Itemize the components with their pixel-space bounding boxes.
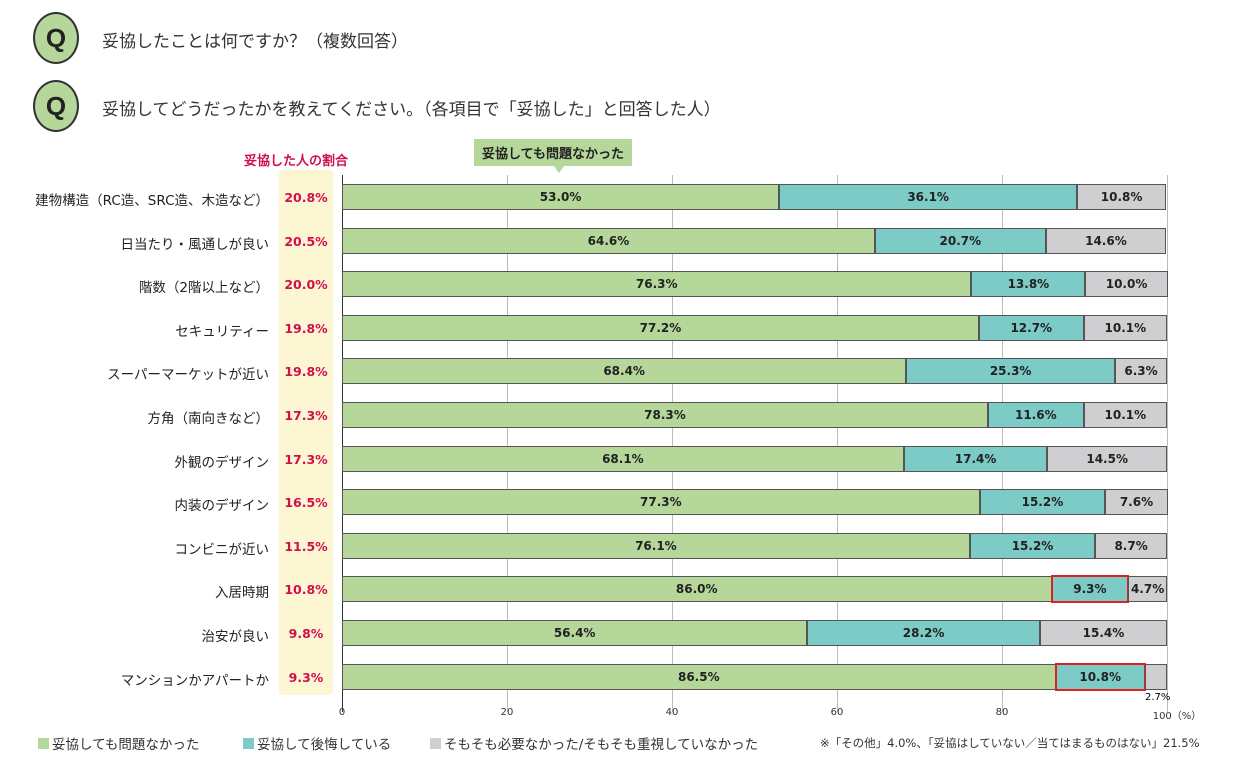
x-tick-label: 20 <box>500 707 514 718</box>
category-label: マンションかアパートか <box>120 672 269 689</box>
bar-segment: 76.3% <box>342 271 972 298</box>
ratio-value: 10.8% <box>284 582 328 598</box>
legend-swatch <box>38 737 49 749</box>
bar-segment: 15.2% <box>969 532 1096 559</box>
bar-segment: 10.0% <box>1085 271 1168 298</box>
x-tick-label: 40 <box>665 707 679 718</box>
gridline <box>342 175 343 712</box>
bar-segment: 13.8% <box>971 271 1086 298</box>
ratio-value: 9.8% <box>288 626 324 641</box>
bar-segment: 11.6% <box>987 402 1084 428</box>
bar-segment: 28.2% <box>807 620 1040 646</box>
bar-segment: 77.3% <box>342 489 980 516</box>
category-label: 治安が良い <box>201 629 270 645</box>
legend-item-none: そもそも必要なかった/そもそも重視していなかった <box>430 733 758 753</box>
bar-segment: 8.7% <box>1095 532 1167 559</box>
x-tick-label: 80 <box>995 707 1009 718</box>
legend-label: 妥協して後悔している <box>257 737 392 753</box>
bar-segment: 68.1% <box>342 445 904 472</box>
bar-segment: 14.5% <box>1047 445 1167 472</box>
bar-segment: 7.6% <box>1105 489 1168 516</box>
legend-label: そもそも必要なかった/そもそも重視していなかった <box>444 737 759 753</box>
bar-segment: 14.6% <box>1045 227 1167 254</box>
bar-segment: 77.2% <box>342 314 979 341</box>
legend-item-regret: 妥協して後悔している <box>243 733 391 753</box>
bar-segment: 53.0% <box>342 184 780 210</box>
question-1: 妥協したことは何ですか？（複数回答） <box>102 32 408 52</box>
question-2: 妥協してどうだったかを教えてください。（各項目で「妥協した」と回答した人） <box>102 100 721 120</box>
category-label: 日当たり・風通しが良い <box>120 236 270 253</box>
x-tick-label: 0 <box>338 707 346 718</box>
legend-label: 妥協しても問題なかった <box>52 737 200 753</box>
category-label: コンビニが近い <box>174 541 270 558</box>
bar-segment: 15.4% <box>1039 620 1167 646</box>
gridline <box>1167 175 1168 712</box>
bar-segment: 15.2% <box>979 489 1106 516</box>
ratio-header: 妥協した人の割合 <box>244 154 349 169</box>
legend-swatch <box>430 737 441 749</box>
bar-segment: 56.4% <box>342 620 808 646</box>
ratio-value: 11.5% <box>284 538 328 554</box>
category-label: 方角（南向きなど） <box>147 411 270 427</box>
category-label: セキュリティー <box>175 323 269 340</box>
bar-segment: 25.3% <box>906 358 1116 385</box>
ratio-column-bg <box>279 170 333 695</box>
bar-segment: 10.1% <box>1083 402 1167 428</box>
bar-segment: 76.1% <box>342 532 970 559</box>
ratio-value: 17.3% <box>284 408 328 423</box>
x-tick-label: 100（%） <box>1152 711 1202 722</box>
bar-segment: 68.4% <box>342 358 907 385</box>
bar-segment: 86.0% <box>342 576 1052 603</box>
bar-segment: 10.8% <box>1077 184 1167 210</box>
ratio-value: 20.0% <box>284 277 328 293</box>
ratio-value: 20.5% <box>284 233 328 249</box>
bar-segment: 78.3% <box>342 402 988 428</box>
category-label: 入居時期 <box>215 585 269 602</box>
bar-segment: 17.4% <box>903 445 1048 472</box>
gridline <box>672 175 673 712</box>
ratio-value: 20.8% <box>284 190 328 205</box>
bar-segment: 20.7% <box>874 227 1046 254</box>
ratio-value: 19.8% <box>284 320 328 336</box>
bar-segment: 4.7% <box>1128 576 1167 603</box>
gridline <box>507 175 508 712</box>
gridline <box>837 175 838 712</box>
q-badge-2: Q <box>33 80 79 132</box>
category-label: 外観のデザイン <box>174 454 270 471</box>
q-badge-1: Q <box>33 12 79 64</box>
category-label: スーパーマーケットが近い <box>107 367 269 384</box>
bar-segment: 86.5% <box>342 663 1056 690</box>
legend-item-ok: 妥協しても問題なかった <box>38 733 199 753</box>
bar-segment: 36.1% <box>779 184 1078 210</box>
callout-label: 妥協しても問題なかった <box>474 139 632 173</box>
bar-segment <box>1144 663 1167 690</box>
bar-segment: 10.1% <box>1083 314 1167 341</box>
gridline <box>1002 175 1003 712</box>
x-tick-label: 60 <box>830 707 844 718</box>
category-label: 内装のデザイン <box>174 498 270 515</box>
ratio-value: 16.5% <box>284 495 328 511</box>
bar-segment: 12.7% <box>978 314 1084 341</box>
bar-segment: 64.6% <box>342 227 875 254</box>
bar-segment: 9.3% <box>1050 575 1130 604</box>
bar-segment: 6.3% <box>1115 358 1167 385</box>
footnote: ※「その他」4.0%、「妥協はしていない／当てはまるものはない」21.5% <box>820 736 1200 750</box>
category-label: 階数（2階以上など） <box>138 280 269 297</box>
data-label: 2.7% <box>1145 691 1171 703</box>
ratio-value: 9.3% <box>288 669 324 685</box>
legend-swatch <box>243 737 254 749</box>
category-label: 建物構造（RC造、SRC造、木造など） <box>35 193 269 209</box>
ratio-value: 19.8% <box>284 364 328 380</box>
bar-segment: 10.8% <box>1054 662 1146 691</box>
ratio-value: 17.3% <box>284 451 328 467</box>
